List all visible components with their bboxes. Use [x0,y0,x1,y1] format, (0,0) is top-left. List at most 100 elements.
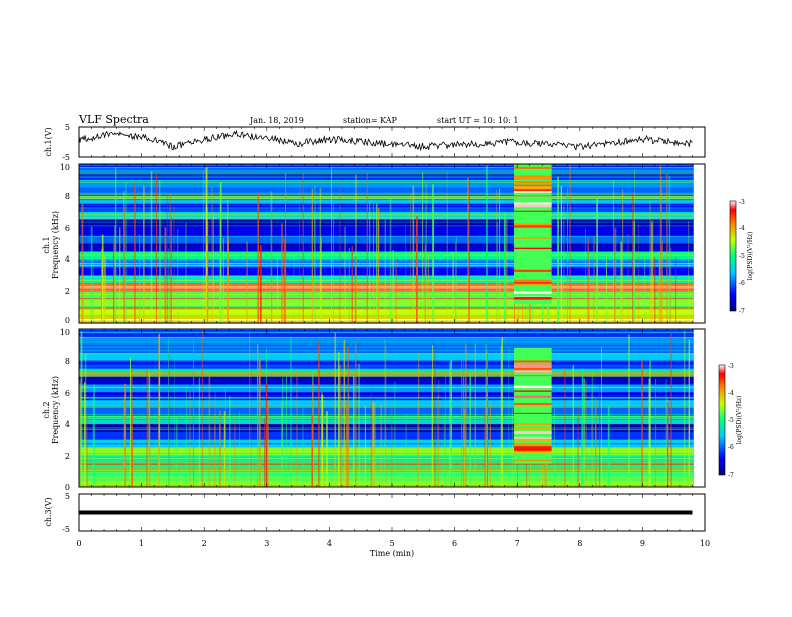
spectrogram-sferic [101,234,104,323]
spectrogram-sferic [214,391,216,487]
x-tick-label: 8 [577,539,582,548]
spectrogram-burst-line [514,188,552,190]
spectrogram-sferic [587,236,589,323]
ch3-waveform-panel: 5 -5 ch.3(V) [44,492,706,534]
spectrogram-sferic [394,381,396,487]
spectrogram-sferic [554,405,555,487]
ch1-ylabel-frequency: Frequency (kHz) [51,211,60,279]
spectrogram-sferic [80,331,83,487]
spectrogram-line [79,329,694,330]
spectrogram-sferic [290,337,292,487]
spectrogram-sferic [148,395,151,487]
x-tick-label: 10 [700,539,710,548]
spectrogram-line [79,474,694,476]
spectrogram-band [79,463,694,472]
spectrogram-sferic [341,401,343,487]
spectrogram-sferic [339,182,341,323]
x-tick-label: 1 [139,539,144,548]
spectrogram-sferic [369,201,371,323]
spectrogram-sferic [484,408,486,487]
spectrogram-sferic [201,329,204,487]
spectrogram-sferic [249,331,250,487]
station-label: station= KAP [343,116,398,125]
spectrogram-burst-line [514,190,552,193]
ch1-colorbar-tick-m4: -4 [739,225,745,232]
spectrogram-band [79,211,694,220]
spectrogram-line [79,314,694,316]
spectrogram-sferic [123,396,125,487]
spectrogram-sferic [577,406,579,487]
spectrogram-line [79,254,694,256]
ch2-colorbar-tick-m7: -7 [728,472,734,479]
spectrogram-band [79,384,694,393]
spectrogram-burst-line [514,247,552,249]
spectrogram-sferic [334,332,336,487]
start-time-label: start UT = 10: 10: 1 [437,116,518,125]
spectrogram-band [79,291,694,300]
spectrogram-burst-line [514,423,552,426]
spectrogram-sferic [446,170,448,323]
spectrogram-line [79,382,694,384]
spectrogram-sferic [584,228,586,323]
spectrogram-sferic [593,236,595,323]
spectrogram-band [79,392,694,401]
spectrogram-line [79,361,694,363]
spectrogram-sferic [139,234,141,323]
spectrogram-sferic [264,418,266,487]
spectrogram-sferic [206,220,208,323]
spectrogram-band [79,447,694,456]
spectrogram-sferic [462,357,464,487]
spectrogram-line [79,284,694,286]
spectrogram-burst-line [514,436,552,439]
spectrogram-sferic [557,237,559,323]
spectrogram-sferic [212,212,214,323]
spectrogram-line [79,262,694,263]
spectrogram-burst-line [514,431,552,434]
spectrogram-line [79,306,694,308]
spectrogram-sferic [202,170,204,323]
ch2-colorbar-tick-m4: -4 [728,390,734,397]
spectrogram-sferic [454,242,456,323]
spectrogram-line [79,167,694,169]
spectrogram-line [79,440,694,442]
ch1-waveform-trace [78,129,693,152]
spectrogram-sferic [93,384,95,487]
spectrogram-line [79,199,694,201]
spectrogram-sferic [667,402,669,487]
spectrogram-sferic [614,229,616,323]
spectrogram-sferic [464,343,467,487]
spectrogram-sferic [432,345,434,487]
spectrogram-sferic [259,359,261,487]
spectrogram-burst-line [514,210,552,212]
spectrogram-line [79,181,694,183]
spectrogram-sferic [168,349,170,487]
spectrogram-sferic [83,382,86,487]
spectrogram-line [79,171,694,173]
spectrogram-band [79,344,694,353]
spectrogram-sferic [366,172,368,323]
spectrogram-band [79,179,694,188]
spectrogram-sferic [655,378,657,487]
spectrogram-sferic [444,373,446,487]
spectrogram-sferic [606,254,607,323]
spectrogram-line [79,393,694,395]
spectrogram-sferic [627,233,629,323]
ch2-ylabel-channel: ch.2 [42,401,51,418]
spectrogram-line [79,427,694,429]
spectrogram-sferic [683,330,686,487]
spectrogram-sferic [159,179,161,323]
spectrogram-line [79,386,694,387]
ch2-colorbar-tick-m6: -6 [728,444,734,451]
spectrogram-sferic [223,411,226,487]
spectrogram-sferic [114,225,116,323]
spectrogram-line [79,306,694,307]
spectrogram-sferic [416,250,418,323]
spectrogram-sferic [364,406,366,487]
spectrogram-sferic [267,401,269,487]
spectrogram-band [79,376,694,385]
spectrogram-sferic [84,423,86,487]
spectrogram-sferic [125,182,127,323]
spectrogram-sferic [331,166,333,323]
spectrogram-line [79,417,694,419]
